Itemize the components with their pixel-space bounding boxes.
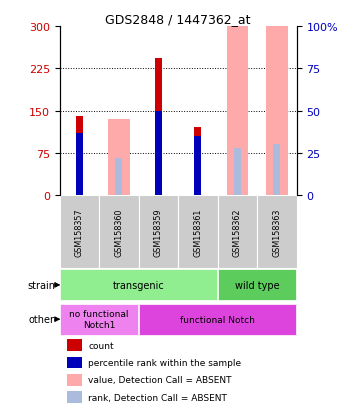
Text: rank, Detection Call = ABSENT: rank, Detection Call = ABSENT [88, 393, 227, 402]
Bar [234, 148, 241, 196]
Text: GSM158357: GSM158357 [75, 208, 84, 256]
Text: no functional
Notch1: no functional Notch1 [70, 310, 129, 329]
Text: GSM158359: GSM158359 [154, 208, 163, 256]
Text: strain: strain [27, 280, 55, 290]
Bar [67, 374, 82, 386]
Bar [60, 304, 138, 335]
Text: GSM158360: GSM158360 [115, 208, 123, 256]
Bar [218, 196, 257, 268]
Bar [60, 196, 99, 268]
Text: other: other [29, 314, 55, 324]
Text: percentile rank within the sample: percentile rank within the sample [88, 358, 241, 367]
Bar [194, 137, 202, 196]
Bar [226, 10, 248, 196]
Bar [218, 270, 296, 301]
Bar [115, 159, 122, 196]
Text: GSM158361: GSM158361 [193, 208, 203, 256]
Text: value, Detection Call = ABSENT: value, Detection Call = ABSENT [88, 375, 232, 385]
Bar [266, 10, 288, 196]
Bar [155, 111, 162, 196]
Bar [139, 304, 296, 335]
Text: count: count [88, 341, 114, 350]
Bar [139, 196, 178, 268]
Bar [67, 357, 82, 368]
Bar [194, 128, 202, 196]
Bar [99, 196, 139, 268]
Bar [67, 339, 82, 351]
Bar [76, 133, 83, 196]
Bar [60, 270, 217, 301]
Text: GSM158363: GSM158363 [272, 208, 281, 256]
Bar [257, 196, 297, 268]
Bar [273, 145, 281, 196]
Bar [108, 120, 130, 196]
Title: GDS2848 / 1447362_at: GDS2848 / 1447362_at [105, 13, 251, 26]
Text: functional Notch: functional Notch [180, 315, 255, 324]
Bar [67, 392, 82, 403]
Text: wild type: wild type [235, 280, 280, 290]
Bar [76, 117, 83, 196]
Bar [155, 59, 162, 196]
Text: GSM158362: GSM158362 [233, 208, 242, 256]
Text: transgenic: transgenic [113, 280, 165, 290]
Bar [178, 196, 218, 268]
